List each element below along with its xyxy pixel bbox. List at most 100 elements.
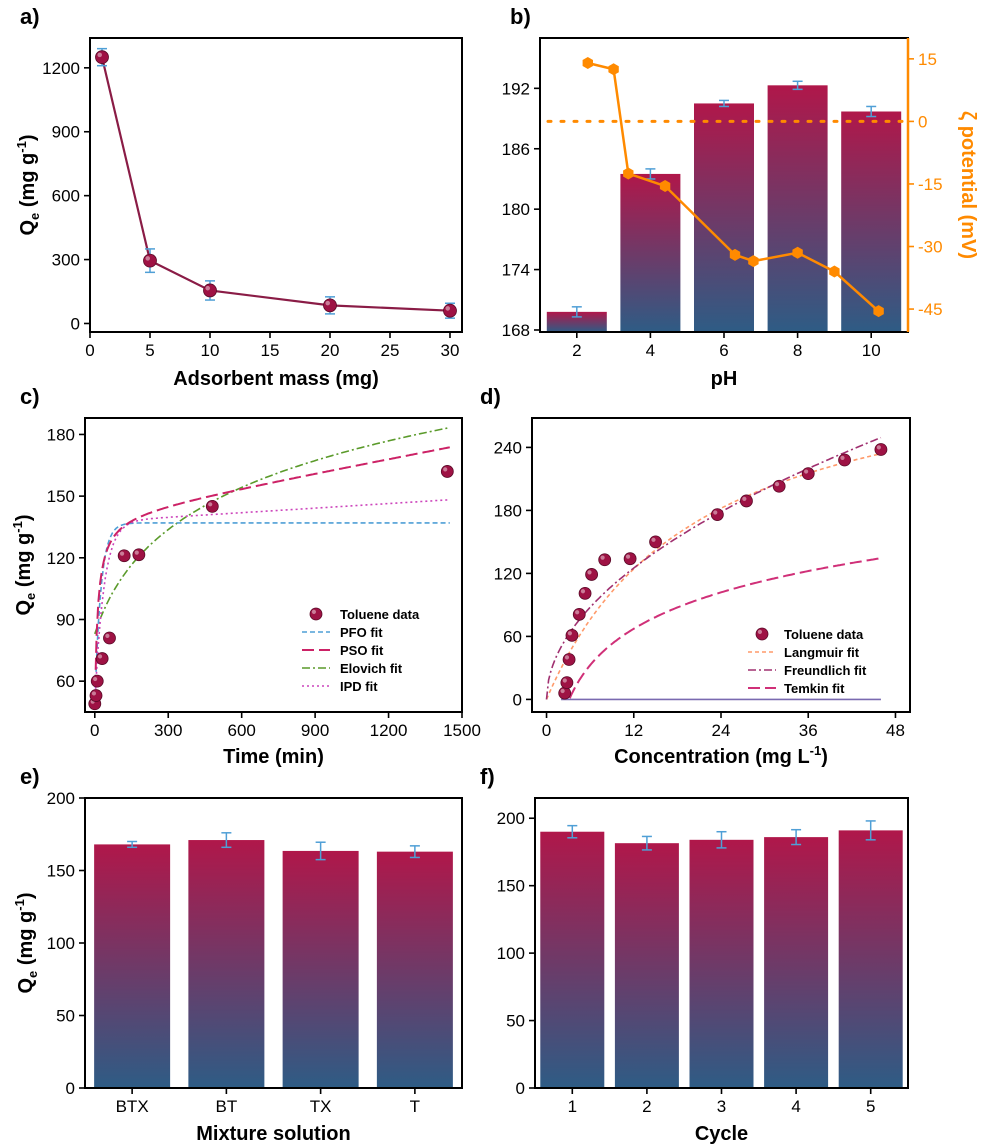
plot-frame bbox=[84, 417, 463, 713]
d-x-tick-label: 12 bbox=[624, 721, 643, 740]
c-data-point-shine bbox=[119, 551, 125, 556]
a-data-point-shine bbox=[325, 300, 330, 306]
a-data-point-shine bbox=[445, 306, 450, 311]
c-data-point bbox=[90, 674, 104, 688]
d-data-point-shine bbox=[840, 455, 845, 460]
b-y2-axis-label: ζ potential (mV) bbox=[957, 111, 979, 259]
d-freundlich-fit-line bbox=[545, 436, 882, 700]
f-bar bbox=[614, 843, 679, 1088]
b-y2-tick-label: 15 bbox=[918, 50, 937, 69]
b-y2-tick-label: -30 bbox=[918, 238, 943, 257]
c-legend-label: Elovich fit bbox=[340, 661, 403, 676]
d-data-point-shine bbox=[567, 631, 572, 636]
b-y2-tick-label: 0 bbox=[918, 112, 927, 131]
c-data-point bbox=[205, 500, 219, 513]
b-y-tick-label: 168 bbox=[502, 321, 530, 340]
d-data-point-shine bbox=[804, 469, 809, 474]
d-data-point-shine bbox=[560, 688, 565, 694]
d-x-tick-label: 48 bbox=[886, 721, 905, 740]
a-y-axis-label: Qe (mg g-1) bbox=[14, 134, 42, 235]
c-y-tick-label: 150 bbox=[47, 487, 75, 506]
d-y-tick-label: 180 bbox=[494, 501, 522, 520]
plot-frame bbox=[534, 797, 909, 1089]
a-x-axis-label: Adsorbent mass (mg) bbox=[173, 368, 379, 390]
a-x-tick-label: 30 bbox=[441, 341, 460, 360]
d-legend-label: Temkin fit bbox=[784, 681, 845, 696]
c-x-tick-label: 900 bbox=[301, 721, 329, 740]
b-y-tick-label: 192 bbox=[502, 79, 530, 98]
c-data-point-shine bbox=[93, 676, 98, 682]
d-data-point bbox=[623, 552, 637, 566]
a-x-tick-label: 20 bbox=[321, 341, 340, 360]
b-x-tick-label: 10 bbox=[862, 341, 881, 360]
e-x-tick-label: T bbox=[410, 1097, 420, 1116]
d-data-point bbox=[801, 467, 815, 481]
a-x-tick-label: 15 bbox=[261, 341, 280, 360]
a-x-tick-label: 10 bbox=[201, 341, 220, 360]
c-data-point-shine bbox=[443, 467, 448, 472]
c-legend-marker-shine bbox=[311, 609, 316, 615]
c-x-tick-label: 1500 bbox=[443, 721, 481, 740]
e-y-tick-label: 0 bbox=[66, 1079, 75, 1098]
c-data-point-shine bbox=[91, 691, 97, 696]
c-data-point-shine bbox=[208, 502, 213, 507]
f-y-tick-label: 50 bbox=[506, 1012, 525, 1031]
c-legend-label: PFO fit bbox=[340, 625, 383, 640]
e-y-tick-label: 100 bbox=[47, 934, 75, 953]
d-data-point bbox=[649, 535, 662, 549]
b-y2-tick-label: -15 bbox=[918, 175, 943, 194]
c-data-point bbox=[440, 465, 454, 478]
a-y-tick-label: 600 bbox=[52, 187, 80, 206]
e-bar bbox=[282, 850, 359, 1088]
c-data-point-shine bbox=[105, 633, 110, 638]
a-data-point bbox=[443, 303, 457, 318]
c-x-tick-label: 1200 bbox=[370, 721, 408, 740]
b-zeta-point bbox=[623, 167, 634, 180]
e-y-axis-label: Qe (mg g-1) bbox=[12, 892, 40, 993]
e-x-axis-label: Mixture solution bbox=[196, 1123, 350, 1145]
panel-label-a: a) bbox=[20, 4, 40, 29]
d-legend-label: Toluene data bbox=[784, 627, 864, 642]
b-zeta-point bbox=[748, 255, 759, 268]
d-data-point bbox=[874, 443, 888, 456]
f-x-tick-label: 3 bbox=[717, 1097, 726, 1116]
a-x-tick-label: 25 bbox=[381, 341, 400, 360]
a-data-point bbox=[323, 298, 337, 313]
a-y-tick-label: 900 bbox=[52, 123, 80, 142]
c-y-tick-label: 60 bbox=[56, 672, 75, 691]
c-legend-label: IPD fit bbox=[340, 679, 378, 694]
b-zeta-point bbox=[582, 57, 593, 69]
c-elovich-fit-line bbox=[94, 426, 450, 635]
d-data-point bbox=[772, 479, 786, 493]
a-data-point-shine bbox=[145, 256, 151, 261]
c-y-tick-label: 120 bbox=[47, 549, 75, 568]
d-x-tick-label: 0 bbox=[542, 721, 551, 740]
b-zeta-point bbox=[829, 265, 840, 278]
panel-label-d: d) bbox=[480, 384, 501, 409]
d-data-point bbox=[562, 653, 576, 666]
c-y-axis-label: Qe (mg g-1) bbox=[10, 514, 38, 615]
c-x-axis-label: Time (min) bbox=[223, 746, 324, 768]
a-y-tick-label: 1200 bbox=[42, 59, 80, 78]
panel-c: c) 0 300 600 900 1200 1500 60 90 120 150 180 Time (m… bbox=[10, 384, 481, 768]
b-x-tick-label: 2 bbox=[572, 341, 581, 360]
d-x-tick-label: 36 bbox=[799, 721, 818, 740]
a-y-tick-label: 300 bbox=[52, 251, 80, 270]
panel-e: e) BTX BT TX T 0 50 100 150 200 Mixture solution Qe… bbox=[12, 764, 463, 1145]
a-data-point bbox=[203, 283, 217, 298]
a-x-tick-label: 0 bbox=[85, 341, 94, 360]
f-y-tick-label: 200 bbox=[497, 809, 525, 828]
b-x-tick-label: 4 bbox=[646, 341, 655, 360]
d-data-point bbox=[578, 586, 592, 600]
e-x-tick-label: BT bbox=[216, 1097, 238, 1116]
a-data-point bbox=[95, 50, 109, 65]
b-y2-tick-label: -45 bbox=[918, 300, 943, 319]
d-data-point bbox=[740, 494, 753, 508]
d-data-point-shine bbox=[774, 482, 780, 487]
d-data-point bbox=[710, 508, 724, 521]
d-data-point bbox=[598, 553, 612, 567]
panel-label-c: c) bbox=[20, 384, 40, 409]
c-data-point bbox=[117, 549, 131, 563]
d-data-point-shine bbox=[742, 496, 747, 501]
